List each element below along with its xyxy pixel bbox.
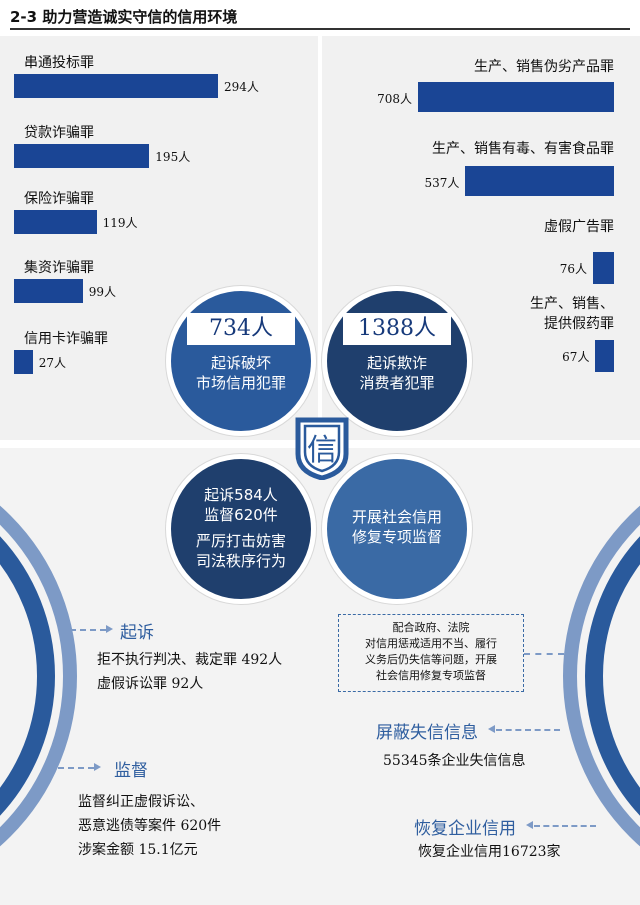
consumer-fraud-line2: 消费者犯罪 (359, 374, 435, 392)
section-header: 2-3 助力营造诚实守信的信用环境 (10, 6, 630, 30)
note-line-1: 配合政府、法院 (392, 621, 470, 634)
shield-arrow-icon (488, 725, 495, 733)
right-category-label-line: 提供假药罪 (544, 316, 614, 332)
judicial-order-line1: 起诉584人 (204, 486, 278, 504)
credit-repair-line1: 开展社会信用 (351, 508, 442, 526)
right-category-label: 生产、销售、提供假药罪 (494, 294, 614, 334)
restore-value: 恢复企业信用16723家 (418, 844, 561, 860)
section-title: 2-3 助力营造诚实守信的信用环境 (10, 8, 238, 26)
judicial-order-circle: 起诉584人 监督620件 严厉打击妨害 司法秩序行为 (166, 454, 316, 604)
restore-arrow-icon (526, 821, 533, 829)
left-value-label: 99人 (88, 285, 116, 299)
right-bar (465, 166, 614, 196)
credit-logo-icon: 信 (294, 414, 350, 481)
credit-repair-note: 配合政府、法院 对信用惩戒适用不当、履行 义务后仍失信等问题，开展 社会信用修复… (338, 614, 524, 692)
consumer-fraud-total: 1388人 (343, 313, 451, 345)
left-bar (14, 350, 33, 374)
credit-repair-line2: 修复专项监督 (351, 528, 442, 546)
note-line-3: 义务后仍失信等问题，开展 (365, 653, 497, 666)
right-bar (595, 340, 614, 372)
supervise-line-3: 涉案金额 15.1亿元 (78, 842, 198, 858)
right-value-label: 67人 (562, 350, 590, 364)
right-category-label: 生产、销售伪劣产品罪 (474, 59, 614, 75)
right-bar (418, 82, 614, 112)
restore-label: 恢复企业信用 (414, 819, 516, 839)
left-bar (14, 74, 218, 98)
supervise-dash (48, 767, 94, 769)
left-category-label: 串通投标罪 (24, 55, 94, 71)
note-line-2: 对信用惩戒适用不当、履行 (365, 637, 497, 650)
right-value-label: 76人 (559, 262, 587, 276)
market-credit-circle: 734人 起诉破坏 市场信用犯罪 (166, 286, 316, 436)
right-value-label: 708人 (377, 92, 412, 106)
right-category-label-line: 生产、销售、 (530, 296, 614, 312)
market-credit-line2: 市场信用犯罪 (195, 374, 286, 392)
consumer-fraud-circle: 1388人 起诉欺诈 消费者犯罪 (322, 286, 472, 436)
left-category-label: 贷款诈骗罪 (24, 125, 94, 141)
right-category-label: 生产、销售有毒、有害食品罪 (432, 141, 614, 157)
right-value-label: 537人 (424, 176, 460, 190)
shield-dash (496, 729, 560, 731)
prosecute-dash (60, 629, 106, 631)
market-credit-total: 734人 (187, 313, 295, 345)
left-value-label: 27人 (38, 356, 67, 370)
supervise-line-1: 监督纠正虚假诉讼、 (78, 794, 204, 810)
supervise-arrow-icon (94, 763, 101, 771)
judicial-order-panel (0, 448, 640, 905)
consumer-fraud-line1: 起诉欺诈 (366, 354, 427, 372)
market-credit-line1: 起诉破坏 (210, 354, 271, 372)
supervise-label: 监督 (114, 761, 148, 781)
left-category-label: 信用卡诈骗罪 (24, 331, 108, 347)
supervise-line-2: 恶意逃债等案件 620件 (78, 818, 222, 834)
restore-dash (534, 825, 596, 827)
decorative-arcs (0, 505, 640, 847)
left-bar (14, 279, 83, 303)
right-category-label: 虚假广告罪 (544, 219, 614, 235)
note-line-4: 社会信用修复专项监督 (376, 669, 486, 682)
right-bar (592, 252, 614, 284)
judicial-order-line4: 司法秩序行为 (195, 552, 286, 570)
shield-value: 55345条企业失信信息 (383, 753, 526, 769)
left-category-label: 保险诈骗罪 (24, 191, 94, 207)
prosecute-arrow-icon (106, 625, 113, 633)
left-category-label: 集资诈骗罪 (24, 260, 94, 276)
left-bar (14, 144, 150, 168)
left-value-label: 294人 (224, 80, 259, 94)
judicial-order-line2: 监督620件 (204, 506, 278, 524)
prosecute-line-2: 虚假诉讼罪 92人 (97, 676, 204, 692)
shield-label: 屏蔽失信信息 (376, 723, 478, 743)
judicial-order-line3: 严厉打击妨害 (195, 532, 286, 550)
left-bar (14, 210, 97, 234)
credit-repair-circle: 开展社会信用 修复专项监督 (322, 454, 472, 604)
prosecute-line-1: 拒不执行判决、裁定罪 492人 (97, 652, 283, 668)
svg-text:信: 信 (307, 433, 337, 468)
prosecute-label: 起诉 (120, 623, 154, 643)
left-value-label: 119人 (102, 216, 138, 230)
left-value-label: 195人 (155, 150, 191, 164)
note-connector (524, 653, 564, 655)
